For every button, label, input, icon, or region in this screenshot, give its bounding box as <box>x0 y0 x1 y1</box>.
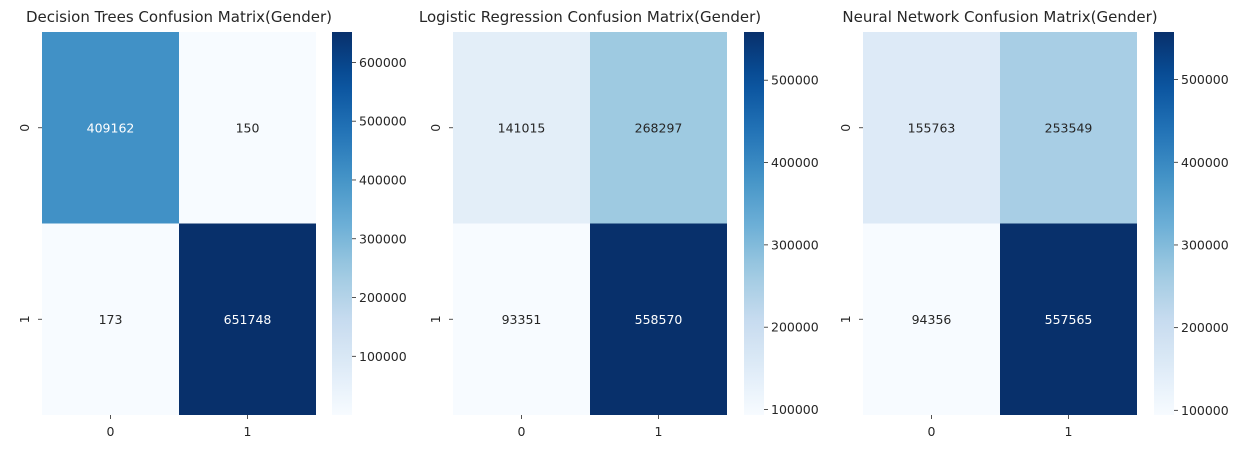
heatmap-cell-r0-c1 <box>1000 32 1137 224</box>
x-tick-label: 1 <box>244 424 252 439</box>
heatmap-cell-label: 651748 <box>224 312 272 327</box>
heatmap-panel-2: Logistic Regression Confusion Matrix(Gen… <box>419 8 819 439</box>
heatmap-cell-r1-c0 <box>863 223 1000 415</box>
colorbar-tick-label: 300000 <box>1181 237 1229 252</box>
heatmap-cell-r0-c1 <box>590 32 727 224</box>
heatmap-cell-label: 93351 <box>502 312 542 327</box>
colorbar-tick-label: 500000 <box>771 73 819 88</box>
colorbar <box>1154 32 1174 415</box>
heatmap-cell-label: 558570 <box>635 312 683 327</box>
x-tick-label: 1 <box>655 424 663 439</box>
heatmap-cell-r0-c0 <box>863 32 1000 224</box>
x-tick-label: 1 <box>1065 424 1073 439</box>
heatmap-cell-label: 409162 <box>87 120 135 135</box>
y-tick-label: 1 <box>17 315 32 323</box>
heatmap-cell-label: 253549 <box>1045 120 1093 135</box>
colorbar <box>744 32 764 415</box>
colorbar-tick-label: 100000 <box>359 349 407 364</box>
heatmap-cell-label: 150 <box>236 120 260 135</box>
heatmap-cell-r1-c1 <box>590 223 727 415</box>
heatmap-cell-label: 268297 <box>635 120 683 135</box>
colorbar-tick-label: 500000 <box>359 114 407 129</box>
heatmap-cell-label: 155763 <box>908 120 956 135</box>
heatmap-cell-r1-c1 <box>179 223 316 415</box>
heatmap-cell-r1-c0 <box>453 223 590 415</box>
heatmap-cell-r0-c0 <box>453 32 590 224</box>
heatmap-cell-r1-c1 <box>1000 223 1137 415</box>
heatmap-cell-r0-c0 <box>42 32 179 224</box>
colorbar-tick-label: 300000 <box>771 237 819 252</box>
heatmap-cell-r1-c0 <box>42 223 179 415</box>
colorbar-tick-label: 400000 <box>1181 155 1229 170</box>
colorbar-tick-label: 100000 <box>1181 403 1229 418</box>
chart-title: Neural Network Confusion Matrix(Gender) <box>842 8 1157 26</box>
colorbar <box>332 32 352 415</box>
colorbar-tick-label: 600000 <box>359 55 407 70</box>
colorbar-tick-label: 200000 <box>1181 320 1229 335</box>
chart-title: Decision Trees Confusion Matrix(Gender) <box>26 8 332 26</box>
y-tick-label: 1 <box>428 315 443 323</box>
chart-title: Logistic Regression Confusion Matrix(Gen… <box>419 8 761 26</box>
colorbar-tick-label: 200000 <box>359 290 407 305</box>
heatmap-cell-label: 141015 <box>498 120 546 135</box>
x-tick-label: 0 <box>107 424 115 439</box>
heatmap-cell-r0-c1 <box>179 32 316 224</box>
heatmap-cell-label: 173 <box>99 312 123 327</box>
colorbar-tick-label: 500000 <box>1181 72 1229 87</box>
y-tick-label: 0 <box>838 124 853 132</box>
x-tick-label: 0 <box>928 424 936 439</box>
y-tick-label: 0 <box>428 124 443 132</box>
x-tick-label: 0 <box>518 424 526 439</box>
colorbar-tick-label: 400000 <box>771 155 819 170</box>
y-tick-label: 0 <box>17 124 32 132</box>
y-tick-label: 1 <box>838 315 853 323</box>
heatmap-panel-1: Decision Trees Confusion Matrix(Gender) 4… <box>17 8 407 439</box>
heatmap-panel-3: Neural Network Confusion Matrix(Gender) 1… <box>838 8 1229 439</box>
colorbar-tick-label: 300000 <box>359 231 407 246</box>
colorbar-tick-label: 200000 <box>771 320 819 335</box>
colorbar-tick-label: 400000 <box>359 172 407 187</box>
heatmap-cell-label: 94356 <box>912 312 952 327</box>
colorbar-tick-label: 100000 <box>771 402 819 417</box>
heatmap-cell-label: 557565 <box>1045 312 1093 327</box>
